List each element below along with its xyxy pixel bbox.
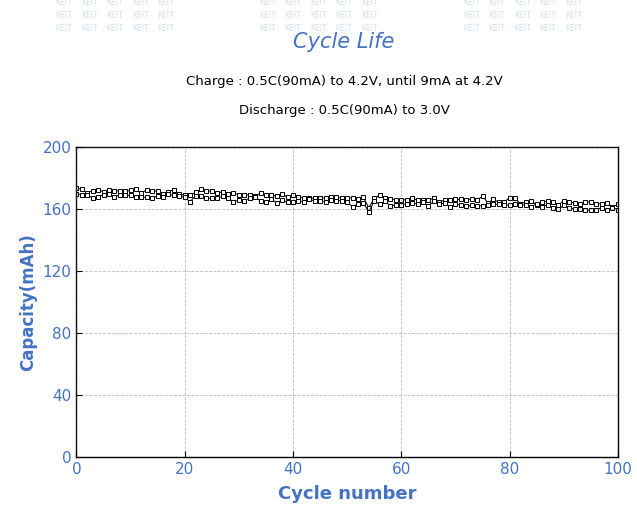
Text: KEIT: KEIT	[81, 0, 97, 7]
Text: KEIT: KEIT	[489, 24, 505, 34]
Text: KEIT: KEIT	[310, 0, 327, 7]
Text: KEIT: KEIT	[55, 0, 72, 7]
Text: KEIT: KEIT	[361, 11, 378, 20]
Text: KEIT: KEIT	[310, 11, 327, 20]
Text: KEIT: KEIT	[565, 24, 582, 34]
Text: KEIT: KEIT	[259, 11, 276, 20]
Text: KEIT: KEIT	[259, 24, 276, 34]
Text: KEIT: KEIT	[81, 11, 97, 20]
Text: KEIT: KEIT	[336, 11, 352, 20]
Text: KEIT: KEIT	[463, 0, 480, 7]
Text: KEIT: KEIT	[514, 24, 531, 34]
Text: KEIT: KEIT	[514, 0, 531, 7]
Text: KEIT: KEIT	[336, 24, 352, 34]
Text: KEIT: KEIT	[489, 0, 505, 7]
Text: KEIT: KEIT	[514, 11, 531, 20]
Text: KEIT: KEIT	[285, 24, 301, 34]
Text: KEIT: KEIT	[565, 0, 582, 7]
Text: KEIT: KEIT	[361, 0, 378, 7]
Text: KEIT: KEIT	[132, 24, 148, 34]
Text: KEIT: KEIT	[157, 11, 174, 20]
Text: KEIT: KEIT	[106, 11, 123, 20]
X-axis label: Cycle number: Cycle number	[278, 485, 417, 503]
Text: KEIT: KEIT	[565, 11, 582, 20]
Text: KEIT: KEIT	[336, 0, 352, 7]
Text: Charge : 0.5C(90mA) to 4.2V, until 9mA at 4.2V: Charge : 0.5C(90mA) to 4.2V, until 9mA a…	[185, 75, 503, 88]
Text: KEIT: KEIT	[463, 11, 480, 20]
Text: KEIT: KEIT	[540, 24, 556, 34]
Text: KEIT: KEIT	[132, 0, 148, 7]
Text: Discharge : 0.5C(90mA) to 3.0V: Discharge : 0.5C(90mA) to 3.0V	[238, 104, 450, 117]
Text: KEIT: KEIT	[361, 24, 378, 34]
Text: KEIT: KEIT	[285, 11, 301, 20]
Y-axis label: Capacity(mAh): Capacity(mAh)	[19, 233, 37, 371]
Text: KEIT: KEIT	[157, 24, 174, 34]
Text: KEIT: KEIT	[106, 0, 123, 7]
Text: KEIT: KEIT	[81, 24, 97, 34]
Text: KEIT: KEIT	[132, 11, 148, 20]
Text: KEIT: KEIT	[55, 11, 72, 20]
Text: KEIT: KEIT	[55, 24, 72, 34]
Text: KEIT: KEIT	[540, 0, 556, 7]
Text: KEIT: KEIT	[310, 24, 327, 34]
Text: KEIT: KEIT	[106, 24, 123, 34]
Text: KEIT: KEIT	[489, 11, 505, 20]
Text: KEIT: KEIT	[285, 0, 301, 7]
Text: KEIT: KEIT	[463, 24, 480, 34]
Text: KEIT: KEIT	[157, 0, 174, 7]
Text: KEIT: KEIT	[540, 11, 556, 20]
Text: Cycle Life: Cycle Life	[293, 32, 395, 52]
Text: KEIT: KEIT	[259, 0, 276, 7]
